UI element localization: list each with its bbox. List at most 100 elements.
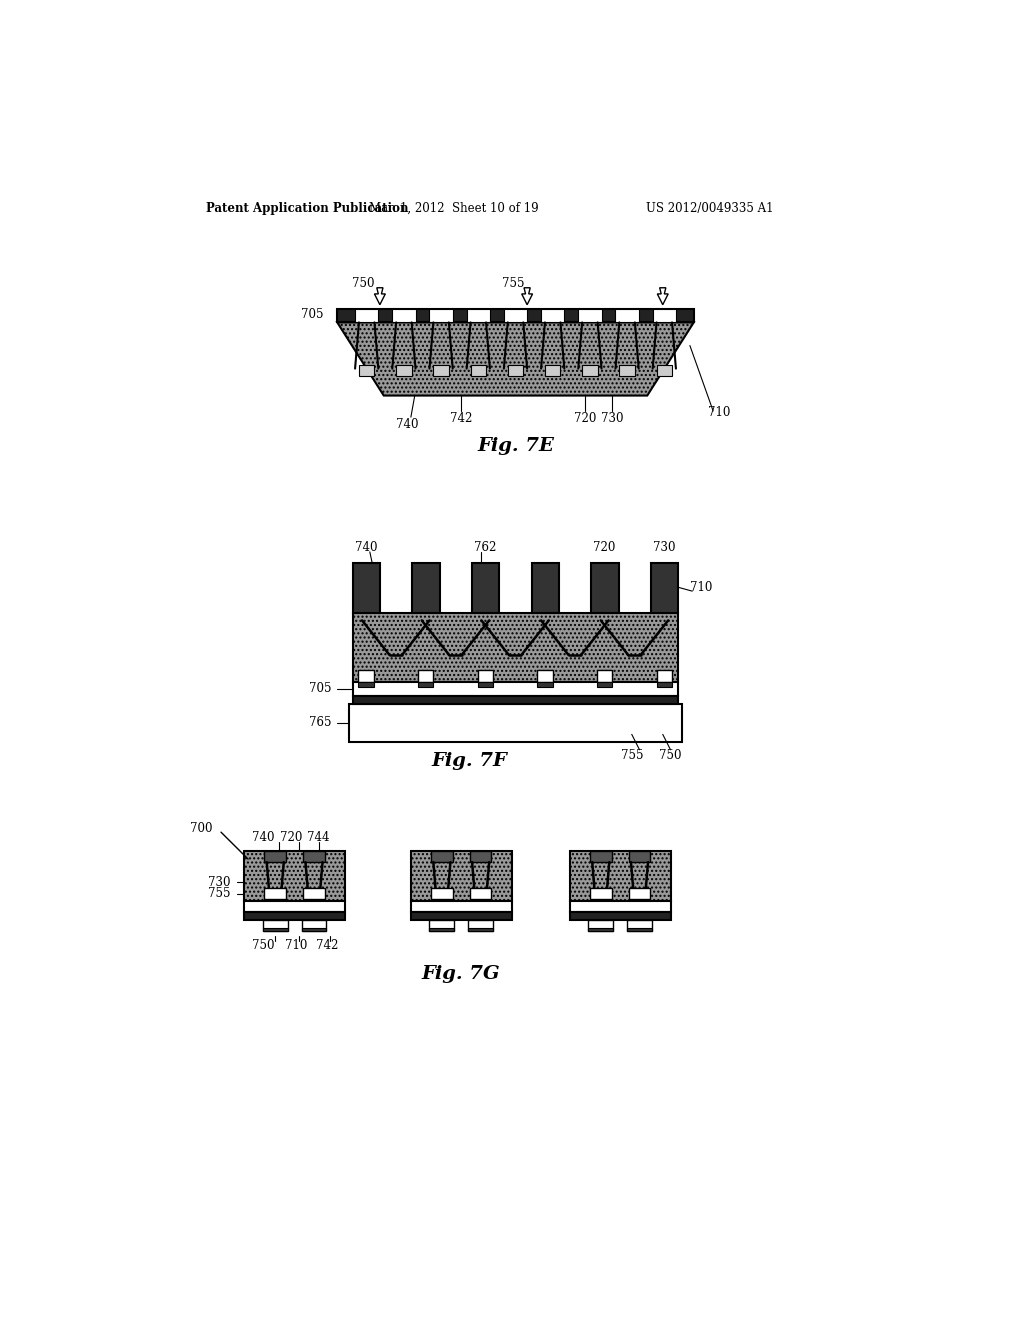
Bar	[477, 682, 493, 686]
Polygon shape	[337, 322, 693, 396]
Bar	[245, 902, 345, 912]
Bar	[411, 851, 512, 902]
Bar	[264, 888, 286, 899]
Bar	[627, 920, 652, 932]
Text: 750: 750	[659, 750, 682, 763]
Bar	[411, 902, 512, 912]
Bar	[302, 920, 327, 932]
Bar	[352, 612, 678, 682]
Bar	[411, 912, 512, 920]
Bar	[467, 309, 489, 322]
Text: 720: 720	[594, 541, 615, 554]
Bar	[263, 928, 288, 932]
Bar	[468, 920, 493, 932]
Bar	[352, 562, 380, 612]
Bar	[615, 309, 639, 322]
Bar	[358, 669, 374, 682]
Bar	[359, 364, 375, 376]
Bar	[597, 682, 612, 686]
Bar	[431, 888, 453, 899]
Polygon shape	[375, 288, 385, 305]
Bar	[579, 309, 601, 322]
Bar	[583, 364, 598, 376]
Text: 742: 742	[316, 939, 338, 952]
Bar	[590, 888, 611, 899]
Bar	[656, 682, 672, 686]
Text: 730: 730	[653, 541, 676, 554]
Text: 720: 720	[574, 412, 596, 425]
Bar	[629, 851, 650, 862]
Bar	[433, 364, 449, 376]
Text: 710: 710	[690, 581, 713, 594]
Bar	[429, 920, 455, 932]
Bar	[392, 309, 416, 322]
Bar	[302, 928, 327, 932]
Bar	[470, 851, 492, 862]
Bar	[538, 669, 553, 682]
Bar	[429, 928, 455, 932]
Text: 730: 730	[208, 875, 230, 888]
Text: 710: 710	[285, 939, 307, 952]
Text: Patent Application Publication: Patent Application Publication	[206, 202, 408, 215]
Bar	[413, 562, 439, 612]
Bar	[569, 912, 671, 920]
Bar	[470, 888, 492, 899]
Bar	[245, 912, 345, 920]
Bar	[303, 851, 325, 862]
Text: 710: 710	[709, 407, 730, 418]
Bar	[471, 364, 486, 376]
Text: 705: 705	[308, 682, 331, 696]
Polygon shape	[521, 288, 532, 305]
Bar	[569, 902, 671, 912]
Text: 755: 755	[502, 277, 524, 290]
Bar	[569, 851, 671, 902]
Bar	[303, 888, 325, 899]
Text: 762: 762	[474, 541, 497, 554]
Bar	[263, 920, 288, 932]
Bar	[349, 704, 682, 742]
Text: 744: 744	[306, 832, 329, 843]
Text: Fig. 7F: Fig. 7F	[431, 752, 507, 771]
Bar	[264, 851, 286, 862]
Bar	[590, 851, 611, 862]
Text: 705: 705	[301, 308, 324, 321]
Text: 755: 755	[621, 750, 643, 763]
Bar	[358, 682, 374, 686]
Bar	[337, 309, 693, 322]
Text: Mar. 1, 2012  Sheet 10 of 19: Mar. 1, 2012 Sheet 10 of 19	[369, 202, 539, 215]
Bar	[651, 562, 678, 612]
Text: 765: 765	[308, 717, 331, 730]
Text: 742: 742	[451, 412, 472, 425]
Bar	[592, 562, 618, 612]
Bar	[245, 851, 345, 902]
Bar	[656, 669, 672, 682]
Text: 740: 740	[354, 541, 377, 554]
Bar	[545, 364, 560, 376]
Polygon shape	[657, 288, 669, 305]
Text: 740: 740	[252, 832, 274, 843]
Bar	[589, 920, 613, 932]
Text: US 2012/0049335 A1: US 2012/0049335 A1	[645, 202, 773, 215]
Text: Fig. 7E: Fig. 7E	[477, 437, 554, 454]
Bar	[597, 669, 612, 682]
Bar	[355, 309, 378, 322]
Text: 740: 740	[395, 418, 418, 432]
Bar	[352, 682, 678, 696]
Bar	[504, 309, 527, 322]
Text: 720: 720	[280, 832, 302, 843]
Text: 700: 700	[190, 822, 213, 834]
Text: 730: 730	[601, 412, 624, 425]
Bar	[508, 364, 523, 376]
Bar	[656, 364, 672, 376]
Bar	[538, 682, 553, 686]
Bar	[477, 669, 493, 682]
Text: 750: 750	[351, 277, 374, 290]
Bar	[652, 309, 676, 322]
Bar	[396, 364, 412, 376]
Bar	[627, 928, 652, 932]
Text: 750: 750	[252, 939, 274, 952]
Bar	[418, 682, 433, 686]
Bar	[629, 888, 650, 899]
Bar	[431, 851, 453, 862]
Bar	[429, 309, 453, 322]
